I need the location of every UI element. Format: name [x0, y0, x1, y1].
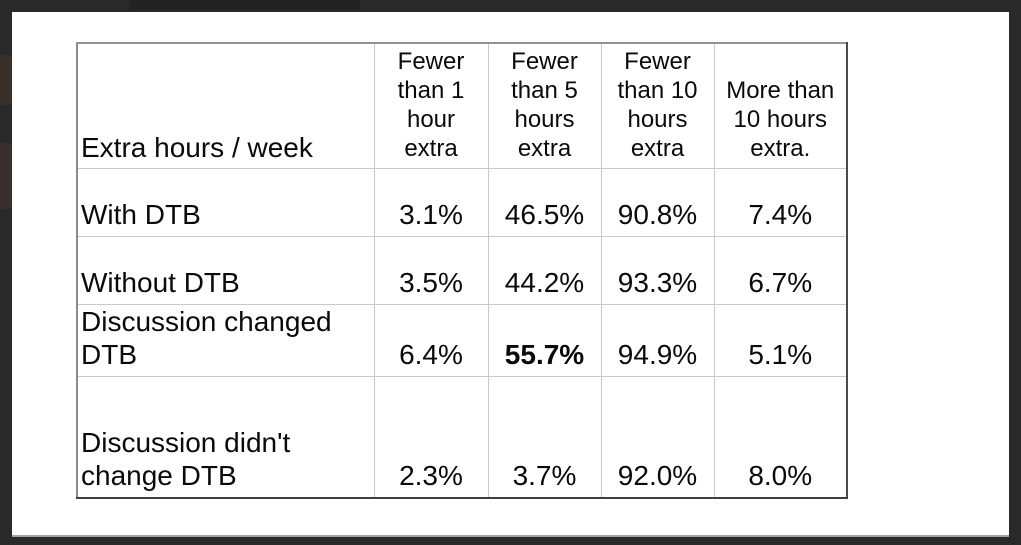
value-cell: 44.2% [487, 235, 602, 305]
value-cell: 3.1% [373, 167, 489, 237]
value-cell: 93.3% [600, 235, 715, 305]
header-corner-cell: Extra hours / week [76, 42, 375, 169]
value-cell: 7.4% [713, 167, 848, 237]
cutoff-title-strip [130, 0, 360, 10]
table-row: With DTB 3.1% 46.5% 90.8% 7.4% [76, 167, 848, 237]
header-cell: Fewer than 5 hours extra [487, 42, 602, 169]
table-row: Discussion changed DTB 6.4% 55.7% 94.9% … [76, 303, 848, 377]
row-label-cell: With DTB [76, 167, 375, 237]
value-cell: 90.8% [600, 167, 715, 237]
results-table-wrap: Extra hours / week Fewer than 1 hour ext… [76, 42, 848, 499]
value-cell: 3.5% [373, 235, 489, 305]
table-row: Without DTB 3.5% 44.2% 93.3% 6.7% [76, 235, 848, 305]
header-cell: Fewer than 10 hours extra [600, 42, 715, 169]
value-cell: 6.7% [713, 235, 848, 305]
header-cell: Fewer than 1 hour extra [373, 42, 489, 169]
row-label-cell: Without DTB [76, 235, 375, 305]
row-label-cell: Discussion changed DTB [76, 303, 375, 377]
value-cell: 5.1% [713, 303, 848, 377]
slide-thumbnail-partial[interactable] [0, 143, 12, 209]
slide-thumbnail-partial[interactable] [0, 55, 12, 105]
value-cell: 92.0% [600, 375, 715, 499]
table-row: Discussion didn't change DTB 2.3% 3.7% 9… [76, 375, 848, 499]
value-cell: 8.0% [713, 375, 848, 499]
header-cell: More than 10 hours extra. [713, 42, 848, 169]
slide-page: Extra hours / week Fewer than 1 hour ext… [12, 12, 1009, 537]
value-cell: 3.7% [487, 375, 602, 499]
results-table: Extra hours / week Fewer than 1 hour ext… [76, 42, 848, 499]
row-label-cell: Discussion didn't change DTB [76, 375, 375, 499]
value-cell: 94.9% [600, 303, 715, 377]
value-cell: 46.5% [487, 167, 602, 237]
value-cell: 6.4% [373, 303, 489, 377]
value-cell: 2.3% [373, 375, 489, 499]
table-header-row: Extra hours / week Fewer than 1 hour ext… [76, 42, 848, 169]
value-cell-emphasized: 55.7% [487, 303, 602, 377]
